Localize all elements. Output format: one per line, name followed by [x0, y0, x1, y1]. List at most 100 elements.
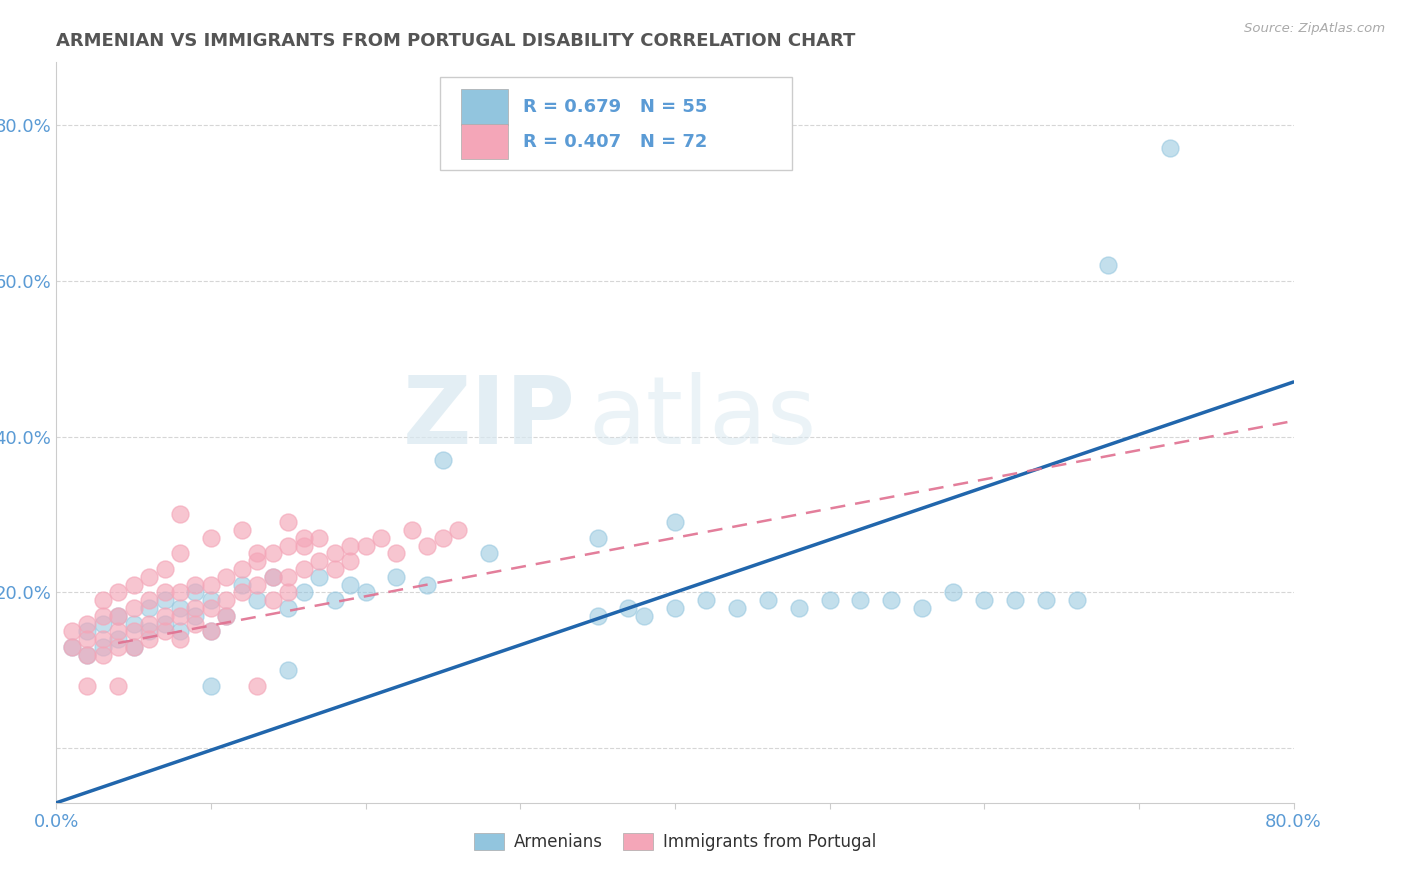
Point — [354, 539, 377, 553]
Point — [911, 601, 934, 615]
Point — [60, 624, 83, 639]
Point — [818, 593, 841, 607]
Point — [277, 601, 299, 615]
Point — [215, 608, 238, 623]
Point — [478, 546, 501, 560]
Point — [107, 608, 129, 623]
Point — [76, 624, 98, 639]
Point — [1035, 593, 1057, 607]
Point — [354, 585, 377, 599]
Point — [169, 546, 191, 560]
Point — [308, 531, 330, 545]
Point — [416, 577, 439, 591]
Point — [122, 616, 145, 631]
Point — [725, 601, 748, 615]
Point — [138, 616, 160, 631]
Legend: Armenians, Immigrants from Portugal: Armenians, Immigrants from Portugal — [467, 826, 883, 857]
Point — [942, 585, 965, 599]
Point — [370, 531, 392, 545]
Point — [138, 593, 160, 607]
FancyBboxPatch shape — [440, 78, 793, 169]
Point — [153, 624, 176, 639]
Point — [200, 601, 222, 615]
Point — [215, 593, 238, 607]
Point — [756, 593, 779, 607]
Point — [200, 593, 222, 607]
Point — [107, 624, 129, 639]
Point — [91, 616, 114, 631]
Point — [138, 570, 160, 584]
Point — [432, 531, 454, 545]
Point — [215, 570, 238, 584]
Point — [339, 539, 361, 553]
Point — [339, 577, 361, 591]
Point — [107, 585, 129, 599]
Point — [138, 624, 160, 639]
Point — [107, 632, 129, 647]
Point — [91, 648, 114, 662]
Point — [586, 531, 609, 545]
Point — [60, 640, 83, 654]
Point — [880, 593, 903, 607]
Point — [262, 593, 284, 607]
Point — [107, 679, 129, 693]
Point — [246, 554, 269, 568]
Point — [91, 632, 114, 647]
Point — [262, 570, 284, 584]
Point — [262, 570, 284, 584]
Point — [76, 648, 98, 662]
Point — [169, 508, 191, 522]
Point — [76, 679, 98, 693]
Point — [323, 546, 346, 560]
Text: Source: ZipAtlas.com: Source: ZipAtlas.com — [1244, 22, 1385, 36]
Point — [153, 585, 176, 599]
Point — [277, 539, 299, 553]
FancyBboxPatch shape — [461, 89, 508, 125]
Point — [416, 539, 439, 553]
Point — [153, 608, 176, 623]
Point — [169, 624, 191, 639]
Point — [107, 608, 129, 623]
Point — [169, 585, 191, 599]
Point — [153, 616, 176, 631]
Point — [277, 585, 299, 599]
Point — [262, 546, 284, 560]
Point — [586, 608, 609, 623]
Point — [60, 640, 83, 654]
Point — [184, 601, 207, 615]
Point — [169, 601, 191, 615]
Point — [215, 608, 238, 623]
Point — [633, 608, 655, 623]
Point — [401, 523, 423, 537]
Point — [787, 601, 810, 615]
Point — [138, 601, 160, 615]
Point — [323, 562, 346, 576]
Point — [122, 577, 145, 591]
Point — [231, 585, 253, 599]
Text: ARMENIAN VS IMMIGRANTS FROM PORTUGAL DISABILITY CORRELATION CHART: ARMENIAN VS IMMIGRANTS FROM PORTUGAL DIS… — [56, 32, 856, 50]
Point — [153, 593, 176, 607]
Point — [231, 562, 253, 576]
Point — [153, 562, 176, 576]
Point — [184, 608, 207, 623]
Point — [169, 608, 191, 623]
Point — [664, 515, 686, 529]
Point — [292, 585, 315, 599]
Point — [664, 601, 686, 615]
Point — [339, 554, 361, 568]
Point — [1004, 593, 1026, 607]
Point — [169, 632, 191, 647]
Point — [292, 531, 315, 545]
Point — [385, 546, 408, 560]
Point — [76, 632, 98, 647]
Point — [231, 577, 253, 591]
Point — [323, 593, 346, 607]
Point — [1097, 258, 1119, 272]
Point — [385, 570, 408, 584]
Point — [122, 624, 145, 639]
Point — [308, 570, 330, 584]
Point — [76, 648, 98, 662]
Text: atlas: atlas — [588, 372, 817, 464]
Point — [76, 616, 98, 631]
Point — [122, 601, 145, 615]
